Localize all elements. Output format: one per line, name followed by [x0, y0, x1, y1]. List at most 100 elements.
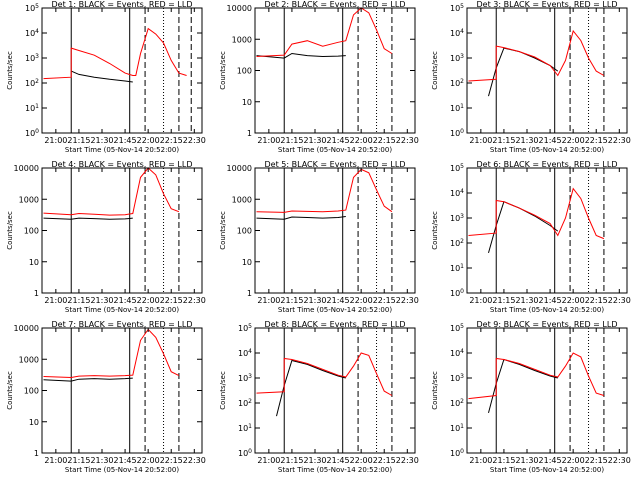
x-tick-label: 22:00 — [137, 296, 160, 305]
x-tick-label: 21:15 — [492, 456, 515, 465]
y-tick-label: 103 — [450, 53, 464, 63]
panel-title: Det 7: BLACK = Events, RED = LLD — [52, 320, 193, 329]
y-tick-label: 101 — [238, 423, 252, 433]
series-red-line — [43, 27, 187, 80]
series-red-line — [43, 328, 180, 379]
y-tick-label: 101 — [450, 103, 464, 113]
plot-frame — [254, 7, 416, 134]
x-tick-label: 22:00 — [350, 296, 373, 305]
x-tick-label: 21:45 — [114, 296, 137, 305]
series-black-line — [488, 47, 559, 97]
x-tick-label: 21:45 — [327, 136, 350, 145]
x-tick-label: 21:15 — [67, 456, 90, 465]
x-tick-label: 21:45 — [327, 296, 350, 305]
series-black-line — [43, 377, 133, 382]
y-tick-label: 10 — [29, 418, 39, 427]
x-axis-title: Start Time (05-Nov-14 20:52:00) — [490, 306, 604, 314]
panel-title: Det 4: BLACK = Events, RED = LLD — [52, 160, 193, 169]
y-tick-label: 105 — [450, 163, 464, 173]
x-tick-label: 21:45 — [539, 456, 562, 465]
x-tick-label: 22:15 — [585, 296, 608, 305]
y-tick-label: 10 — [242, 258, 252, 267]
panel-det-9: Det 9: BLACK = Events, RED = LLD Counts/s… — [431, 320, 631, 474]
panel-title: Det 1: BLACK = Events, RED = LLD — [52, 0, 193, 9]
x-tick-label: 22:15 — [373, 136, 396, 145]
x-tick-label: 22:30 — [183, 456, 206, 465]
x-axis-title: Start Time (05-Nov-14 20:52:00) — [278, 306, 392, 314]
y-tick-label: 10000 — [227, 4, 252, 13]
y-tick-label: 10000 — [14, 164, 39, 173]
series-black-line — [71, 70, 133, 83]
y-tick-label: 1 — [247, 289, 252, 298]
x-tick-label: 22:15 — [160, 136, 183, 145]
y-tick-label: 102 — [25, 78, 39, 88]
y-tick-label: 10000 — [227, 164, 252, 173]
y-axis-title: Counts/sec — [219, 371, 227, 410]
y-tick-label: 1 — [34, 289, 39, 298]
x-tick-label: 22:30 — [396, 136, 419, 145]
panel-det-3: Det 3: BLACK = Events, RED = LLD Counts/s… — [431, 0, 631, 154]
y-tick-label: 101 — [25, 103, 39, 113]
x-axis-title: Start Time (05-Nov-14 20:52:00) — [65, 306, 179, 314]
x-tick-label: 22:15 — [160, 296, 183, 305]
x-tick-label: 21:45 — [539, 296, 562, 305]
x-tick-label: 21:30 — [515, 136, 538, 145]
panel-det-5: Det 5: BLACK = Events, RED = LLD Counts/s… — [219, 160, 419, 314]
x-tick-label: 21:00 — [469, 136, 492, 145]
y-axis-title: Counts/sec — [219, 211, 227, 250]
y-tick-label: 104 — [25, 28, 39, 38]
panel-title: Det 9: BLACK = Events, RED = LLD — [477, 320, 618, 329]
x-tick-label: 22:00 — [562, 136, 585, 145]
x-tick-label: 22:00 — [137, 136, 160, 145]
x-tick-label: 22:15 — [585, 456, 608, 465]
y-tick-label: 100 — [24, 387, 39, 396]
y-tick-label: 10000 — [14, 324, 39, 333]
y-tick-label: 100 — [450, 288, 464, 298]
plot-frame — [254, 167, 416, 294]
y-tick-label: 102 — [450, 398, 464, 408]
x-axis-title: Start Time (05-Nov-14 20:52:00) — [490, 146, 604, 154]
x-tick-label: 21:30 — [90, 296, 113, 305]
plot-frame — [41, 327, 203, 454]
y-tick-label: 101 — [450, 423, 464, 433]
x-tick-label: 22:15 — [160, 456, 183, 465]
x-tick-label: 21:45 — [114, 456, 137, 465]
x-tick-label: 21:45 — [327, 456, 350, 465]
y-tick-label: 104 — [450, 348, 464, 358]
x-tick-label: 22:15 — [373, 296, 396, 305]
y-axis-title: Counts/sec — [219, 51, 227, 90]
x-tick-label: 22:30 — [396, 456, 419, 465]
series-black-line — [43, 217, 133, 220]
y-tick-label: 105 — [450, 323, 464, 333]
plot-frame — [41, 7, 203, 134]
x-tick-label: 21:00 — [257, 456, 280, 465]
x-tick-label: 21:15 — [492, 296, 515, 305]
x-tick-label: 22:00 — [562, 456, 585, 465]
y-tick-label: 104 — [450, 28, 464, 38]
x-tick-label: 21:30 — [90, 136, 113, 145]
x-axis-title: Start Time (05-Nov-14 20:52:00) — [490, 466, 604, 474]
y-tick-label: 100 — [24, 227, 39, 236]
plot-frame — [466, 7, 628, 134]
y-tick-label: 105 — [25, 3, 39, 13]
x-tick-label: 21:15 — [67, 136, 90, 145]
plot-frame — [41, 167, 203, 294]
x-tick-label: 21:45 — [539, 136, 562, 145]
panel-title: Det 6: BLACK = Events, RED = LLD — [477, 160, 618, 169]
x-tick-label: 21:00 — [44, 456, 67, 465]
y-tick-label: 10 — [29, 258, 39, 267]
x-axis-title: Start Time (05-Nov-14 20:52:00) — [65, 466, 179, 474]
x-tick-label: 22:15 — [585, 136, 608, 145]
x-tick-label: 21:00 — [257, 296, 280, 305]
y-tick-label: 105 — [238, 323, 252, 333]
x-tick-label: 21:15 — [280, 136, 303, 145]
x-tick-label: 21:30 — [515, 296, 538, 305]
y-tick-label: 1 — [34, 449, 39, 458]
y-tick-label: 102 — [450, 78, 464, 88]
x-tick-label: 21:00 — [44, 136, 67, 145]
x-tick-label: 22:00 — [350, 456, 373, 465]
y-tick-label: 1000 — [19, 355, 39, 364]
y-tick-label: 103 — [238, 373, 252, 383]
